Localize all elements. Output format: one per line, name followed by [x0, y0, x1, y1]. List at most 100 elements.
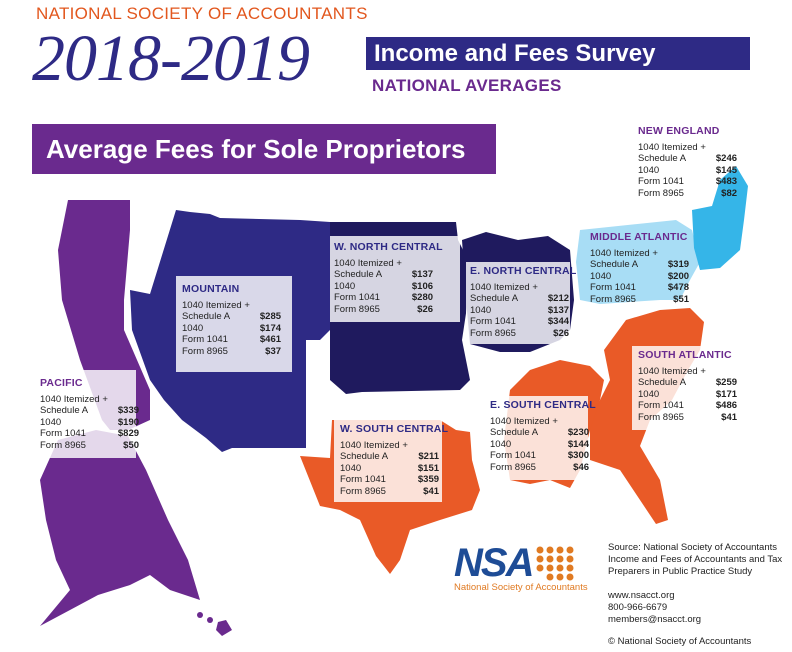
nsa-logo-name: National Society of Accountants — [454, 582, 588, 593]
new-england-region-shape — [692, 166, 748, 270]
nsa-logo: NSA National Society of Accountants — [454, 542, 588, 593]
fee-value: $174 — [259, 322, 282, 334]
region-name: MIDDLE ATLANTIC — [590, 231, 688, 243]
fee-value: $106 — [411, 280, 434, 292]
fee-table: 1040 Itemized + Schedule A $319 1040 $200 For… — [590, 248, 689, 306]
fee-label: Form 8965 — [590, 293, 636, 305]
region-name: PACIFIC — [40, 377, 83, 389]
fee-value: $486 — [715, 400, 738, 412]
fee-value: $339 — [117, 405, 140, 417]
fee-row: Form 8965 $41 — [638, 412, 737, 424]
fee-label: 1040 — [340, 462, 362, 474]
fee-row: Form 1041 $280 — [334, 292, 433, 304]
region-e-south-central: E. SOUTH CENTRAL 1040 Itemized + Schedule … — [490, 399, 596, 474]
fee-table: 1040 Itemized + Schedule A $211 1040 $151 For… — [340, 440, 439, 498]
fee-row: 1040 $174 — [182, 323, 281, 335]
fee-value: $211 — [418, 451, 440, 463]
fee-row: Form 1041 $300 — [490, 450, 589, 462]
wnc-label-backdrop — [330, 236, 460, 322]
fee-row: Schedule A $230 — [490, 427, 589, 439]
fee-value: $478 — [667, 282, 690, 294]
fee-row: Schedule A $137 — [334, 269, 433, 281]
fee-label: Form 1041 — [470, 316, 516, 328]
fee-label: 1040 — [182, 322, 204, 334]
region-name: E. NORTH CENTRAL — [470, 265, 577, 277]
fee-row: Form 8965 $41 — [340, 486, 439, 498]
fee-row: 1040 Itemized + — [470, 282, 569, 294]
fee-row: Form 8965 $51 — [590, 294, 689, 306]
fee-value: $483 — [715, 176, 738, 188]
contact-info: www.nsacct.org 800-966-6679 members@nsac… — [608, 590, 701, 626]
fee-value — [716, 142, 737, 154]
hawaii-island-2 — [207, 617, 213, 623]
phone-number: 800-966-6679 — [608, 602, 668, 613]
fee-label: Form 8965 — [40, 439, 86, 451]
fee-row: 1040 $145 — [638, 165, 737, 177]
fee-label: 1040 Itemized + — [638, 141, 706, 153]
section-title: Average Fees for Sole Proprietors — [32, 124, 496, 174]
fee-table: 1040 Itemized + Schedule A $285 1040 $174 For… — [182, 300, 281, 358]
region-pacific: PACIFIC 1040 Itemized + Schedule A $339 1040… — [40, 377, 140, 452]
fee-label: 1040 — [490, 438, 512, 450]
email-link[interactable]: members@nsacct.org — [608, 614, 702, 625]
fee-label: 1040 — [638, 388, 660, 400]
fee-label: Form 8965 — [638, 411, 684, 423]
fee-row: 1040 $190 — [40, 417, 139, 429]
fee-label: Form 8965 — [490, 461, 536, 473]
fee-value: $300 — [567, 450, 590, 462]
fee-value: $50 — [123, 439, 140, 451]
region-w-north-central: W. NORTH CENTRAL 1040 Itemized + Schedule … — [334, 241, 443, 316]
fee-row: Form 8965 $46 — [490, 462, 589, 474]
survey-year: 2018-2019 — [32, 22, 310, 95]
enc-label-backdrop — [466, 262, 570, 344]
fee-value: $41 — [721, 411, 738, 423]
pacific-label-backdrop — [36, 370, 136, 458]
fee-row: 1040 Itemized + — [490, 416, 589, 428]
region-name: W. NORTH CENTRAL — [334, 241, 443, 253]
fee-value: $200 — [667, 270, 690, 282]
fee-row: 1040 $137 — [470, 305, 569, 317]
fee-value: $82 — [721, 187, 738, 199]
fee-value: $37 — [265, 345, 282, 357]
org-title: NATIONAL SOCIETY OF ACCOUNTANTS — [36, 4, 368, 23]
fee-value: $190 — [117, 416, 140, 428]
fee-row: Form 8965 $82 — [638, 188, 737, 200]
fee-label: Schedule A — [590, 259, 639, 271]
fee-label: Schedule A — [182, 311, 231, 323]
wsc-label-backdrop — [334, 418, 442, 502]
nsa-logo-dots-icon — [536, 546, 574, 581]
fee-value: $280 — [411, 292, 434, 304]
fee-label: 1040 — [470, 304, 492, 316]
fee-row: Schedule A $211 — [340, 451, 439, 463]
fee-row: Form 1041 $478 — [590, 282, 689, 294]
fee-value: $41 — [423, 485, 440, 497]
middle-atlantic-region-shape — [576, 220, 700, 304]
fee-value: $137 — [411, 269, 434, 281]
fee-label: Form 8965 — [470, 327, 516, 339]
fee-label: Form 8965 — [182, 345, 228, 357]
esc-label-backdrop — [484, 396, 588, 480]
fee-row: Form 1041 $461 — [182, 334, 281, 346]
source-line: Preparers in Public Practice Study — [608, 566, 753, 577]
fee-row: Form 8965 $50 — [40, 440, 139, 452]
fee-value — [548, 282, 569, 294]
region-middle-atlantic: MIDDLE ATLANTIC 1040 Itemized + Schedule A… — [590, 231, 689, 306]
fee-row: 1040 Itemized + — [590, 248, 689, 260]
fee-value: $829 — [117, 428, 140, 440]
fee-value — [260, 300, 281, 312]
alaska-shape — [40, 430, 200, 626]
fee-label: Form 1041 — [590, 282, 636, 294]
fee-value: $319 — [667, 259, 690, 271]
fee-row: Schedule A $339 — [40, 405, 139, 417]
fee-value: $145 — [715, 164, 738, 176]
fee-row: 1040 Itemized + — [334, 258, 433, 270]
fee-value — [668, 248, 689, 260]
fee-row: Schedule A $259 — [638, 377, 737, 389]
website-link[interactable]: www.nsacct.org — [608, 590, 675, 601]
fee-label: 1040 — [40, 416, 62, 428]
fee-row: Form 8965 $26 — [470, 328, 569, 340]
fee-table: 1040 Itemized + Schedule A $259 1040 $171 For… — [638, 366, 737, 424]
fee-row: 1040 $200 — [590, 271, 689, 283]
fee-value: $171 — [715, 388, 738, 400]
fee-label: Form 1041 — [340, 474, 386, 486]
